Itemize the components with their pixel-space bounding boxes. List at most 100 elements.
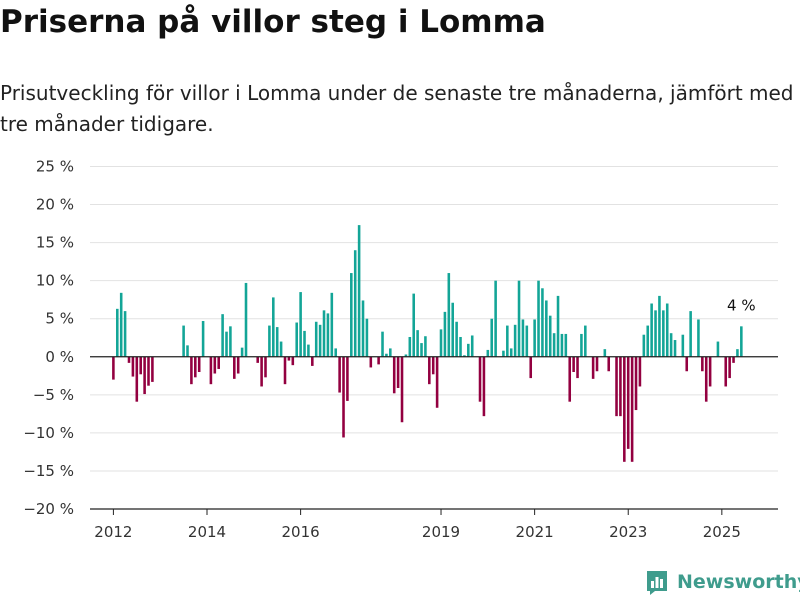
bar: [326, 313, 330, 357]
bar: [630, 356, 634, 462]
bar: [564, 333, 568, 357]
bar: [116, 308, 119, 357]
bar: [221, 314, 224, 357]
bar: [392, 356, 396, 394]
x-tick-label: 2014: [188, 523, 226, 541]
bar: [439, 329, 443, 357]
y-axis-labels: 25 % 20 % 15 % 10 % 5 % 0 % −5 % −10 % −15 % −20 …: [23, 158, 74, 519]
brand-name: Newsworthy: [677, 571, 800, 593]
y-tick-label: −5 %: [33, 386, 74, 404]
bar: [619, 356, 622, 417]
bar: [311, 356, 314, 366]
bar: [408, 336, 412, 357]
bar: [541, 288, 544, 357]
bar: [545, 300, 548, 357]
bar: [607, 356, 611, 372]
y-tick-label: −20 %: [23, 500, 74, 518]
bar: [623, 356, 626, 462]
bar: [233, 356, 236, 379]
bar: [396, 356, 400, 388]
bar: [369, 356, 373, 368]
bar: [244, 282, 248, 357]
bar: [467, 343, 470, 357]
x-tick-label: 2019: [422, 523, 460, 541]
bar: [537, 280, 540, 357]
bar: [119, 292, 123, 357]
bar: [236, 356, 240, 374]
bar: [182, 325, 185, 357]
bar: [513, 324, 517, 357]
bar: [240, 347, 244, 357]
bar: [728, 356, 731, 379]
annotations: 4 %: [727, 296, 756, 314]
bar: [447, 273, 451, 357]
bar: [314, 321, 318, 357]
bar: [365, 318, 369, 357]
bar: [400, 356, 404, 423]
bar: [334, 348, 337, 357]
bar: [576, 356, 579, 379]
x-axis-labels: 2012 2014 2016 2019 2021 2023 2025: [94, 509, 741, 541]
bar: [431, 356, 435, 375]
bar: [584, 325, 587, 357]
bar: [147, 356, 150, 386]
bar: [673, 340, 677, 357]
bar: [260, 356, 263, 387]
bar: [697, 319, 700, 357]
x-tick-label: 2016: [282, 523, 320, 541]
bar: [127, 356, 131, 363]
bar: [322, 310, 326, 357]
gridlines: [90, 166, 778, 510]
bar: [209, 356, 213, 385]
chart-title: Priserna på villor steg i Lomma: [0, 4, 546, 40]
bar: [654, 310, 657, 357]
bar: [716, 341, 720, 357]
bar: [287, 356, 291, 361]
bar: [275, 327, 279, 357]
x-tick-label: 2021: [516, 523, 554, 541]
chart-subtitle: Prisutveckling för villor i Lomma under …: [0, 81, 794, 136]
bar: [342, 356, 345, 438]
bar: [416, 330, 419, 357]
bars: [112, 225, 743, 462]
bar: [502, 350, 505, 357]
bar: [139, 356, 142, 375]
x-tick-label: 2025: [703, 523, 741, 541]
bar: [451, 302, 454, 357]
bar: [256, 356, 259, 363]
bar: [494, 280, 497, 357]
bar: [572, 356, 575, 372]
bar: [568, 356, 572, 402]
bar: [404, 354, 408, 357]
bar: [669, 333, 673, 357]
bar: [389, 348, 392, 357]
newsworthy-chart-icon: [647, 571, 667, 595]
bar: [272, 297, 275, 357]
y-tick-label: 15 %: [36, 234, 74, 252]
y-tick-label: −15 %: [23, 462, 74, 480]
bar: [521, 319, 525, 357]
bar: [385, 353, 388, 357]
latest-value-label: 4 %: [727, 296, 756, 314]
bar: [194, 356, 197, 378]
bar: [424, 336, 427, 357]
bar: [264, 356, 267, 378]
bar: [197, 356, 201, 372]
y-tick-label: 5 %: [45, 310, 74, 328]
bar: [603, 349, 607, 357]
newsworthy-logo: Newsworthy: [645, 569, 800, 595]
bar: [708, 356, 712, 387]
bar: [552, 333, 556, 357]
bar: [435, 356, 439, 408]
bar: [112, 356, 115, 380]
bar: [662, 310, 665, 357]
bar: [642, 334, 646, 357]
bar: [428, 356, 431, 385]
bar: [506, 325, 509, 357]
bar: [463, 355, 466, 357]
bar: [213, 356, 217, 374]
bar: [279, 341, 283, 357]
bar: [229, 326, 232, 357]
y-tick-label: 0 %: [45, 348, 74, 366]
bar: [330, 292, 334, 357]
